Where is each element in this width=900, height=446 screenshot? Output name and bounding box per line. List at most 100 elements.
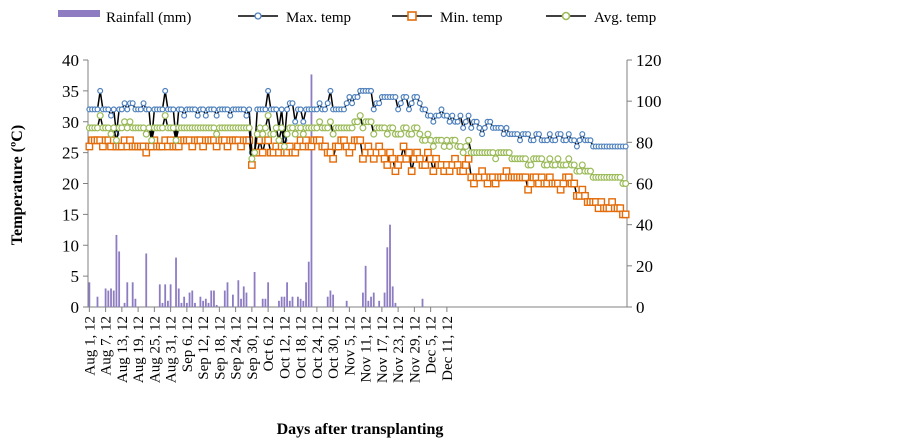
min-temp-point	[608, 198, 617, 206]
avg-temp-point	[492, 155, 500, 163]
rainfall-bar	[204, 298, 207, 307]
min-temp-point	[491, 179, 500, 188]
rainfall-bar	[297, 296, 299, 307]
x-tick-label: Dec 5, 12	[424, 316, 440, 374]
max-temp-point	[403, 94, 410, 101]
rainfall-bar	[310, 74, 313, 308]
y-tick-label: 25	[62, 144, 79, 163]
min-temp-point	[461, 161, 470, 169]
avg-temp-point	[416, 130, 424, 138]
max-temp-point	[435, 112, 442, 119]
max-temp-point	[349, 100, 356, 107]
avg-temp-point	[245, 124, 253, 132]
max-temp-point	[395, 106, 402, 113]
rainfall-bar	[210, 290, 213, 307]
max-temp-point	[124, 106, 131, 113]
rainfall-bar	[232, 294, 234, 307]
rainfall-bar	[202, 300, 205, 307]
min-temp-point	[407, 167, 416, 176]
avg-temp-point	[402, 124, 410, 132]
avg-temp-point	[270, 130, 278, 138]
max-temp-point	[503, 124, 510, 131]
min-temp-point	[464, 154, 473, 163]
rainfall-bar	[372, 292, 375, 307]
rainfall-bar	[199, 296, 202, 307]
max-temp-point	[465, 112, 472, 119]
max-temp-point	[530, 137, 537, 144]
avg-temp-point	[389, 124, 397, 132]
rainfall-bar	[332, 294, 335, 307]
x-tick-label: Nov 5, 12	[342, 316, 358, 376]
x-tick-label: Oct 24, 12	[310, 316, 326, 379]
avg-temp-point	[348, 124, 356, 132]
max-temp-point	[563, 137, 570, 144]
rainfall-bar	[280, 296, 283, 307]
max-temp-point	[454, 118, 461, 125]
max-temp-point	[462, 118, 469, 125]
min-temp-point	[329, 154, 338, 163]
min-temp-point	[174, 142, 183, 151]
max-temp-point	[162, 87, 169, 94]
max-temp-point	[546, 131, 553, 138]
x-tick-label: Aug 7, 12	[99, 316, 115, 376]
max-temp-point	[213, 112, 220, 119]
legend-rainfall-label: Rainfall (mm)	[106, 10, 191, 26]
avg-temp-point	[383, 130, 391, 138]
avg-temp-point	[354, 118, 362, 126]
max-temp-point	[94, 106, 101, 113]
max-temp-point	[422, 106, 429, 113]
avg-temp-point	[408, 130, 416, 138]
max-temp-point	[321, 106, 328, 113]
max-temp-point	[105, 106, 112, 113]
min-temp-point	[364, 142, 373, 151]
rainfall-bar	[421, 298, 424, 307]
max-temp-point	[535, 131, 542, 138]
rainfall-bar	[283, 296, 286, 307]
max-temp-point	[170, 106, 177, 113]
rainfall-bar	[191, 290, 194, 307]
avg-temp-point	[251, 149, 259, 157]
rainfall-bar	[267, 282, 270, 307]
rainfall-bar	[226, 282, 229, 307]
rainfall-bar	[131, 282, 134, 307]
min-temp-point	[451, 154, 459, 163]
max-temp-point	[354, 94, 361, 101]
avg-temp-point	[616, 173, 624, 181]
max-temp-point	[525, 131, 532, 138]
y-tick-label: 30	[62, 113, 79, 132]
rainfall-bar	[167, 300, 169, 307]
min-temp-point	[369, 154, 378, 163]
max-temp-point	[427, 112, 434, 119]
max-temp-point	[110, 106, 117, 113]
rainfall-bar	[96, 296, 99, 307]
x-tick-label: Nov 17, 12	[375, 316, 391, 383]
max-temp-point	[191, 106, 198, 113]
max-temp-point	[587, 137, 594, 144]
min-temp-point	[405, 148, 413, 157]
min-temp-point	[237, 142, 245, 151]
rainfall-bar	[123, 302, 126, 307]
max-temp-point	[240, 106, 247, 113]
avg-temp-point	[326, 118, 334, 126]
max-temp-point	[476, 124, 483, 131]
y2-tick-label: 60	[636, 175, 653, 194]
x-tick-label: Nov 11, 12	[359, 316, 375, 383]
max-temp-point	[97, 87, 104, 94]
avg-temp-point	[324, 124, 332, 132]
max-temp-point	[292, 118, 299, 125]
min-temp-point	[212, 142, 221, 151]
max-temp-point	[552, 137, 559, 144]
rainfall-bar	[126, 282, 129, 307]
x-tick-label: Sep 24, 12	[229, 316, 245, 380]
legend-max-marker	[254, 12, 262, 20]
max-temp-point	[579, 131, 586, 138]
x-tick-label: Dec 11, 12	[440, 316, 456, 381]
rainfall-bar	[164, 284, 167, 307]
min-temp-point	[377, 148, 386, 157]
max-temp-point	[487, 118, 494, 125]
max-temp-point	[129, 100, 136, 107]
min-temp-point	[424, 148, 432, 157]
min-temp-point	[383, 161, 392, 169]
avg-temp-point	[451, 136, 459, 144]
max-temp-point	[498, 124, 505, 131]
